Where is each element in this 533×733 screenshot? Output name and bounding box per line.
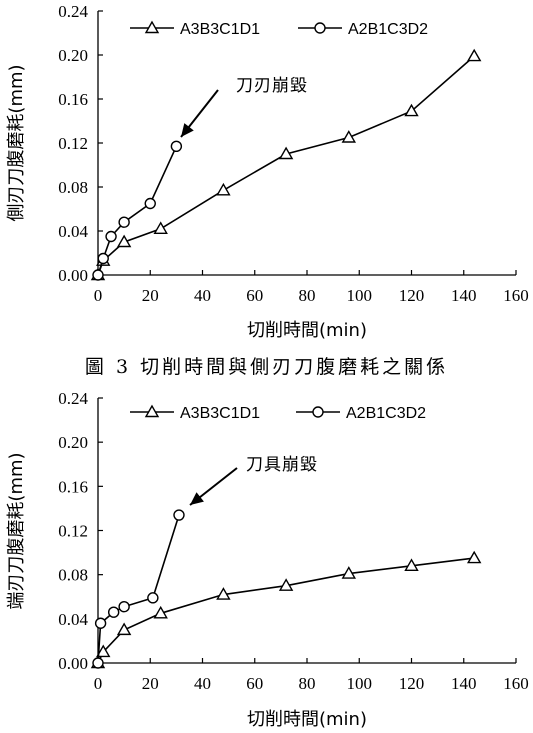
y-tick-label: 0.24 — [58, 2, 88, 21]
x-tick-label: 60 — [246, 674, 263, 693]
x-tick-label: 80 — [299, 286, 316, 305]
annotation-label: 刀刃崩毀 — [236, 76, 308, 96]
figure-caption: 圖 3 切削時間與側刃刀腹磨耗之關係 — [84, 356, 449, 378]
legend-marker-triangle — [144, 20, 160, 34]
data-point-triangle — [278, 578, 294, 591]
x-tick-label: 40 — [194, 286, 211, 305]
y-tick-label: 0.24 — [58, 389, 88, 408]
x-tick-label: 140 — [451, 674, 477, 693]
y-tick-label: 0.12 — [58, 134, 88, 153]
y-tick-label: 0.16 — [58, 477, 88, 496]
data-point-circle — [118, 216, 130, 228]
series-line — [97, 557, 475, 664]
series-a3b3c1d1 — [90, 550, 482, 669]
data-point-triangle — [216, 182, 231, 196]
data-point-circle — [105, 230, 117, 243]
data-point-circle — [107, 606, 120, 618]
y-tick-label: 0.00 — [58, 654, 88, 673]
x-tick-label: 0 — [94, 286, 103, 305]
x-tick-label: 0 — [94, 674, 103, 693]
legend-entry: A2B1C3D2 — [298, 21, 428, 38]
data-point-triangle — [341, 566, 357, 579]
data-point-circle — [170, 140, 183, 153]
x-tick-label: 20 — [142, 674, 159, 693]
data-point-circle — [147, 592, 159, 604]
x-tick-label: 160 — [503, 286, 529, 305]
data-point-circle — [97, 252, 109, 265]
data-point-triangle — [216, 587, 231, 600]
annotation-arrow-head — [190, 492, 204, 505]
y-tick-label: 0.08 — [58, 178, 88, 197]
side-edge-wear-chart: 0.00 0.04 0.08 0.12 0.16 0.20 0.24 0 20 40 60 80 100… — [6, 2, 529, 341]
data-point-circle — [94, 617, 107, 629]
y-tick-label: 0.08 — [58, 566, 88, 585]
x-tick-label: 40 — [194, 674, 211, 693]
y-tick-label: 0.04 — [58, 610, 88, 629]
x-tick-label: 100 — [347, 286, 373, 305]
legend-label: A3B3C1D1 — [180, 405, 260, 422]
data-point-circle — [92, 269, 104, 281]
data-point-triangle — [153, 221, 168, 235]
x-tick-label: 120 — [399, 674, 425, 693]
series-a2b1c3d2 — [92, 140, 183, 281]
annotation-arrow-head — [181, 123, 194, 137]
y-axis-title: 端刃刀腹磨耗(mm) — [6, 452, 27, 609]
x-tick-label: 140 — [451, 286, 477, 305]
data-point-triangle — [116, 234, 132, 248]
series-line — [97, 514, 180, 664]
data-point-triangle — [116, 622, 132, 636]
x-tick-label: 160 — [503, 674, 529, 693]
data-point-triangle — [96, 644, 111, 658]
x-tick-label: 20 — [142, 286, 159, 305]
end-edge-wear-chart: 0.00 0.04 0.08 0.12 0.16 0.20 0.24 0 20 40 60 80 100… — [6, 389, 529, 730]
legend-label: A2B1C3D2 — [348, 21, 428, 38]
data-point-triangle — [153, 605, 168, 619]
legend-entry: A2B1C3D2 — [296, 405, 426, 422]
y-tick-label: 0.20 — [58, 433, 88, 452]
annotation-label: 刀具崩毀 — [246, 455, 318, 475]
legend-label: A2B1C3D2 — [346, 405, 426, 422]
y-tick-label: 0.00 — [58, 266, 88, 285]
x-tick-label: 120 — [399, 286, 425, 305]
data-point-circle — [92, 657, 104, 669]
y-tick-label: 0.12 — [58, 522, 88, 541]
y-axis-title: 側刃刀腹磨耗(mm) — [6, 64, 27, 221]
data-point-triangle — [404, 558, 419, 572]
y-tick-label: 0.16 — [58, 90, 88, 109]
data-point-triangle — [278, 146, 294, 160]
legend-marker-circle — [314, 22, 326, 34]
data-point-triangle — [466, 48, 482, 62]
y-tick-label: 0.04 — [58, 222, 88, 241]
data-point-triangle — [341, 130, 357, 143]
data-point-circle — [144, 197, 156, 210]
legend-entry: A3B3C1D1 — [130, 20, 260, 38]
x-axis-title: 切削時間(min) — [247, 320, 367, 341]
data-point-triangle — [466, 550, 482, 564]
data-point-circle — [173, 509, 185, 521]
x-tick-label: 100 — [347, 674, 373, 693]
x-axis-title: 切削時間(min) — [247, 709, 367, 730]
data-point-triangle — [404, 103, 419, 117]
x-tick-label: 80 — [299, 674, 316, 693]
y-tick-label: 0.20 — [58, 46, 88, 65]
legend-marker-circle — [312, 406, 324, 418]
data-point-circle — [118, 600, 130, 613]
legend-marker-triangle — [144, 404, 160, 418]
legend-label: A3B3C1D1 — [180, 21, 260, 38]
series-a2b1c3d2 — [92, 509, 185, 669]
x-tick-label: 60 — [246, 286, 263, 305]
legend-entry: A3B3C1D1 — [130, 404, 260, 422]
